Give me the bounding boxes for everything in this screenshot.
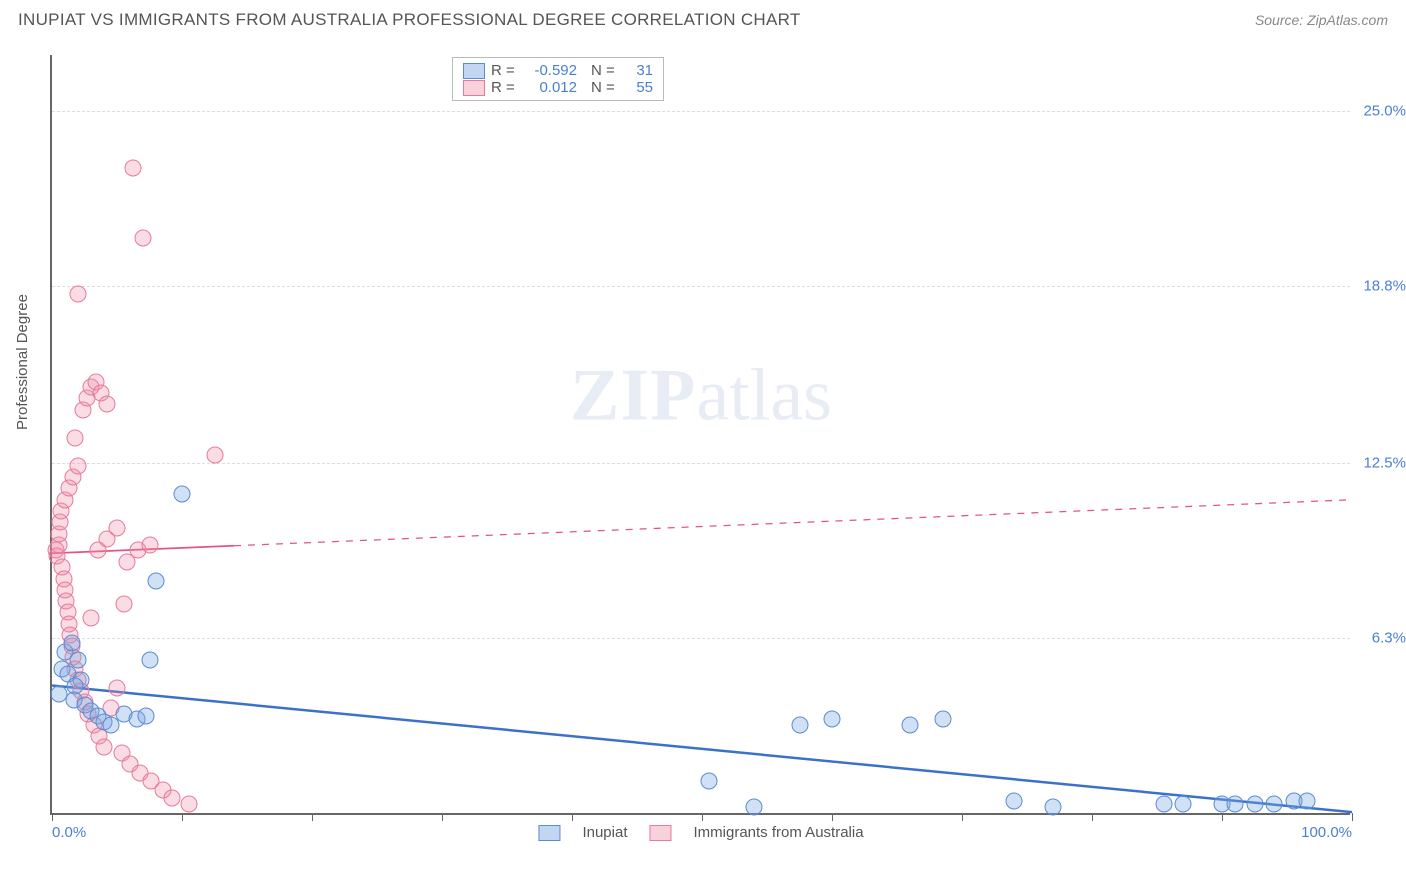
x-tick — [832, 813, 833, 821]
data-point — [109, 519, 126, 536]
x-tick-label: 0.0% — [52, 824, 86, 841]
gridline — [52, 638, 1350, 639]
data-point — [163, 790, 180, 807]
data-point — [67, 429, 84, 446]
data-point — [746, 798, 763, 815]
data-point — [1246, 795, 1263, 812]
data-point — [98, 396, 115, 413]
data-point — [824, 711, 841, 728]
data-point — [206, 446, 223, 463]
x-tick — [1092, 813, 1093, 821]
y-axis-label: Professional Degree — [14, 294, 31, 430]
trend-line — [52, 686, 1352, 813]
data-point — [148, 573, 165, 590]
legend-label: Immigrants from Australia — [694, 824, 864, 841]
trendlines-svg — [52, 55, 1352, 815]
data-point — [1227, 795, 1244, 812]
data-point — [135, 229, 152, 246]
data-point — [83, 609, 100, 626]
data-point — [174, 486, 191, 503]
data-point — [115, 595, 132, 612]
y-tick-label: 25.0% — [1363, 103, 1406, 120]
data-point — [70, 286, 87, 303]
data-point — [934, 711, 951, 728]
data-point — [141, 652, 158, 669]
data-point — [1006, 792, 1023, 809]
data-point — [791, 716, 808, 733]
x-tick — [182, 813, 183, 821]
page-title: INUPIAT VS IMMIGRANTS FROM AUSTRALIA PRO… — [18, 10, 801, 30]
data-point — [1155, 795, 1172, 812]
data-point — [700, 773, 717, 790]
data-point — [137, 708, 154, 725]
y-tick-label: 12.5% — [1363, 455, 1406, 472]
scatter-chart: ZIPatlas R = -0.592 N = 31 R = 0.012 N =… — [50, 55, 1350, 815]
gridline — [52, 286, 1350, 287]
data-point — [1298, 792, 1315, 809]
gridline — [52, 111, 1350, 112]
y-tick-label: 18.8% — [1363, 277, 1406, 294]
swatch-icon — [538, 825, 560, 841]
x-tick — [702, 813, 703, 821]
data-point — [141, 536, 158, 553]
data-point — [124, 159, 141, 176]
data-point — [902, 716, 919, 733]
gridline — [52, 463, 1350, 464]
data-point — [96, 739, 113, 756]
data-point — [1045, 798, 1062, 815]
data-point — [109, 680, 126, 697]
swatch-icon — [650, 825, 672, 841]
x-tick — [1222, 813, 1223, 821]
data-point — [1266, 795, 1283, 812]
data-point — [1175, 795, 1192, 812]
data-point — [70, 457, 87, 474]
x-tick — [52, 813, 53, 821]
legend-label: Inupiat — [582, 824, 627, 841]
x-tick — [442, 813, 443, 821]
x-tick — [962, 813, 963, 821]
x-tick — [312, 813, 313, 821]
trend-line-dashed — [234, 500, 1352, 546]
x-tick-label: 100.0% — [1301, 824, 1352, 841]
data-point — [50, 685, 67, 702]
bottom-legend: Inupiat Immigrants from Australia — [538, 824, 863, 841]
source-text: Source: ZipAtlas.com — [1255, 12, 1388, 28]
x-tick — [572, 813, 573, 821]
y-tick-label: 6.3% — [1372, 629, 1406, 646]
data-point — [180, 795, 197, 812]
x-tick — [1352, 813, 1353, 821]
data-point — [63, 635, 80, 652]
